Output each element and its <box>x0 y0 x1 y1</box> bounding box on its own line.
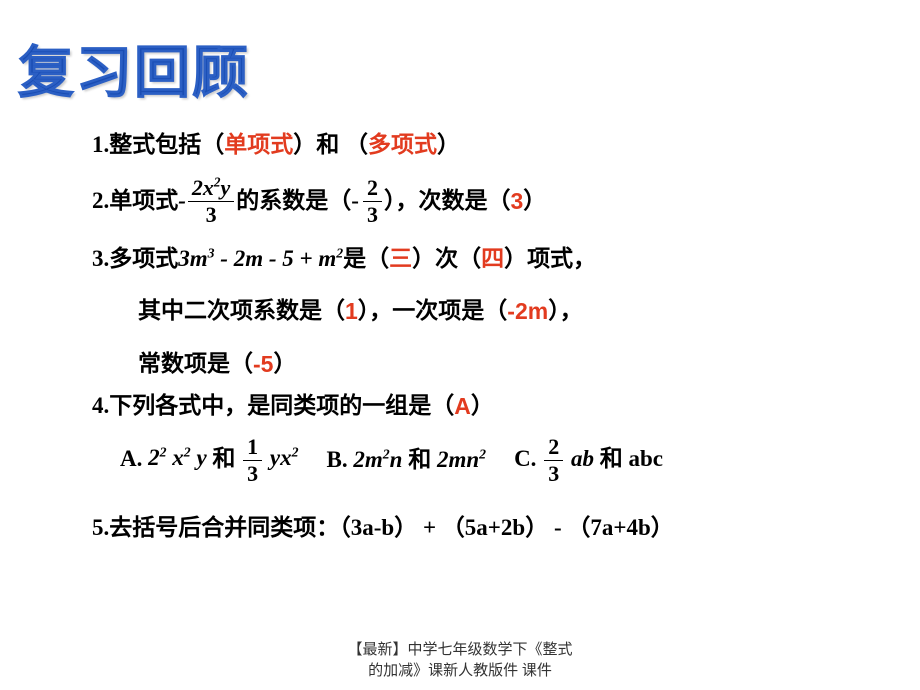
q4-optB-mid: 和 <box>408 447 431 472</box>
q3-line2-a: 其中二次项系数是（ <box>138 294 345 329</box>
q3-ans1: 三 <box>389 242 412 277</box>
question-3-line3: 常数项是（ -5 ） <box>138 347 882 382</box>
q4-prefix: 4.下列各式中，是同类项的一组是（ <box>92 389 454 424</box>
q2-ans2: 3 <box>510 184 523 219</box>
q1-ans1: 单项式 <box>224 128 293 163</box>
q2-minus: - <box>178 184 186 219</box>
q3-mid1: 是（ <box>343 242 389 277</box>
footer-line1: 【最新】中学七年级数学下《整式 <box>0 640 920 661</box>
q4-optC-p2: abc <box>628 445 663 470</box>
q3-mid3: ）项式， <box>504 242 596 277</box>
q4-optC-frac-den: 3 <box>548 461 559 485</box>
question-3-line2: 其中二次项系数是（ 1 ），一次项是（ -2m ）， <box>138 294 882 329</box>
q3-line2-b: ），一次项是（ <box>358 294 508 329</box>
q2-frac-num: 2x2y <box>188 177 234 202</box>
q2-prefix: 2.单项式 <box>92 184 178 219</box>
question-2: 2.单项式 - 2x2y 3 的系数是（ - 2 3 ），次数是（ 3 ） <box>92 177 882 226</box>
content-area: 1.整式包括（ 单项式 ）和 （ 多项式 ） 2.单项式 - 2x2y 3 的系… <box>92 128 882 553</box>
q4-optC-label: C. <box>514 445 536 470</box>
question-1: 1.整式包括（ 单项式 ）和 （ 多项式 ） <box>92 128 882 163</box>
q4-optC-frac-num: 2 <box>544 436 563 461</box>
q4-optA-frac: 1 3 <box>243 436 262 485</box>
q4-optA-mid: 和 <box>212 445 235 470</box>
q3-line3-a: 常数项是（ <box>138 347 253 382</box>
q2-ans1-frac: 2 3 <box>363 177 382 226</box>
question-3: 3.多项式 3m3 - 2m - 5 + m2 是（ 三 ）次（ 四 ）项式， <box>92 242 882 277</box>
q3-mid2: ）次（ <box>412 242 481 277</box>
q3-line2-c: ）， <box>548 294 583 329</box>
q3-ans2: 四 <box>481 242 504 277</box>
q1-prefix: 1.整式包括（ <box>92 128 224 163</box>
q3-ans4: -2m <box>507 294 548 329</box>
q4-suffix: ） <box>471 389 494 424</box>
q2-ans1-neg: - <box>351 184 359 219</box>
q3-prefix: 3.多项式 <box>92 242 178 277</box>
q2-frac-den: 3 <box>206 202 217 226</box>
q3-ans3: 1 <box>345 294 358 329</box>
q3-line3-b: ） <box>273 347 296 382</box>
q2-ans1-den: 3 <box>367 202 378 226</box>
question-4: 4.下列各式中，是同类项的一组是（ A ） <box>92 389 882 424</box>
q3-ans5: -5 <box>253 347 273 382</box>
footer: 【最新】中学七年级数学下《整式 的加减》课新人教版件 课件 <box>0 640 920 682</box>
q4-optC-mid: 和 <box>600 445 623 470</box>
page-title: 复习回顾 <box>18 28 250 109</box>
q2-term-frac: 2x2y 3 <box>188 177 234 226</box>
q2-mid2: ），次数是（ <box>384 184 511 219</box>
q4-optA-label: A. <box>120 445 142 470</box>
question-5: 5.去括号后合并同类项：（3a-b） + （5a+2b） - （7a+4b） <box>92 511 882 546</box>
q4-optB-p2: 2mn2 <box>437 447 486 472</box>
q4-optA: A. 22 x2 y 和 1 3 yx2 <box>120 436 299 485</box>
q1-mid: ）和 （ <box>293 128 368 163</box>
q4-optA-frac-num: 1 <box>243 436 262 461</box>
q2-mid1: 的系数是（ <box>236 184 351 219</box>
q1-ans2: 多项式 <box>368 128 437 163</box>
q4-optB: B. 2m2n 和 2mn2 <box>327 443 487 478</box>
footer-line2: 的加减》课新人教版件 课件 <box>0 661 920 682</box>
q4-options: A. 22 x2 y 和 1 3 yx2 B. 2m2n 和 2mn2 C. 2… <box>120 436 882 485</box>
q4-optA-frac-den: 3 <box>247 461 258 485</box>
q4-optB-p1: 2m2n <box>353 447 408 472</box>
q4-ans: A <box>454 389 471 424</box>
q4-optB-label: B. <box>327 447 348 472</box>
q4-optC: C. 2 3 ab 和 abc <box>514 436 663 485</box>
q4-optC-p1: ab <box>571 445 600 470</box>
q2-suffix: ） <box>523 184 546 219</box>
q4-optC-frac: 2 3 <box>544 436 563 485</box>
q3-expr: 3m3 - 2m - 5 + m2 <box>178 242 343 277</box>
q1-suffix: ） <box>437 128 460 163</box>
q4-optA-p1: 22 x2 y <box>148 445 207 470</box>
q2-ans1-num: 2 <box>363 177 382 202</box>
q5-text: 5.去括号后合并同类项：（3a-b） + （5a+2b） - （7a+4b） <box>92 511 674 546</box>
q4-optA-p2: yx2 <box>270 445 299 470</box>
